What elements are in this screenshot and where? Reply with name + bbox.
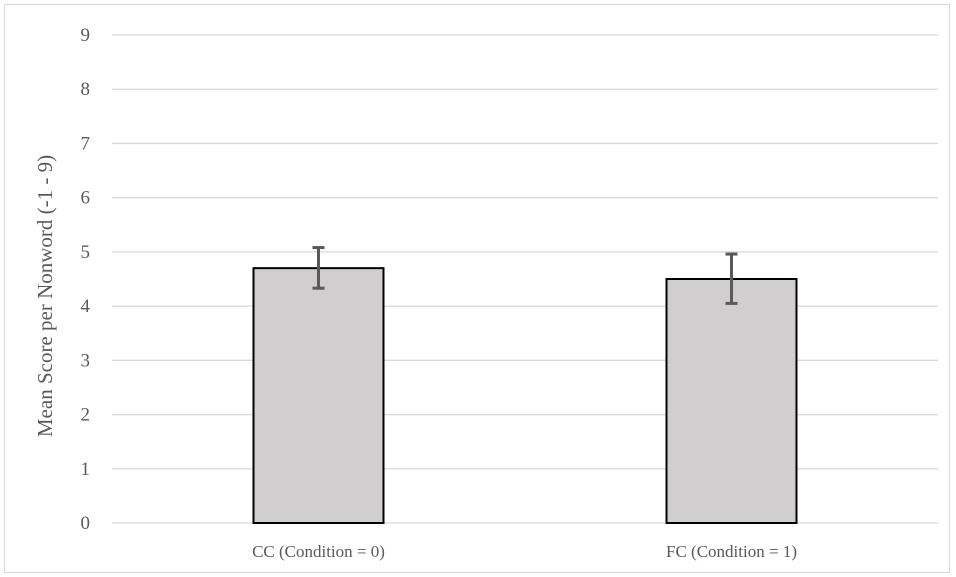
y-tick-label: 8	[81, 79, 91, 100]
y-axis-title: Mean Score per Nonword (-1 - 9)	[33, 155, 57, 437]
gridlines	[112, 34, 938, 524]
y-tick-label: 1	[81, 459, 91, 480]
y-tick-label: 3	[81, 350, 91, 371]
y-tick-label: 6	[81, 188, 91, 209]
bar	[252, 267, 385, 524]
bars	[252, 267, 798, 524]
error-bars	[312, 246, 738, 305]
y-tick-label: 9	[81, 25, 91, 46]
y-tick-label: 0	[81, 513, 91, 534]
bar	[665, 278, 798, 524]
x-axis-labels: CC (Condition = 0) FC (Condition = 1)	[252, 542, 797, 561]
y-tick-label: 4	[81, 296, 91, 317]
y-tick-label: 7	[81, 133, 91, 154]
y-tick-label: 5	[81, 242, 91, 263]
x-category-label: CC (Condition = 0)	[252, 542, 385, 561]
y-tick-label: 2	[81, 405, 91, 426]
x-category-label: FC (Condition = 1)	[666, 542, 797, 561]
error-bar	[312, 246, 325, 290]
error-bar	[725, 252, 738, 305]
y-axis-ticks: 0 1 2 3 4 5 6 7 8 9	[81, 25, 91, 534]
